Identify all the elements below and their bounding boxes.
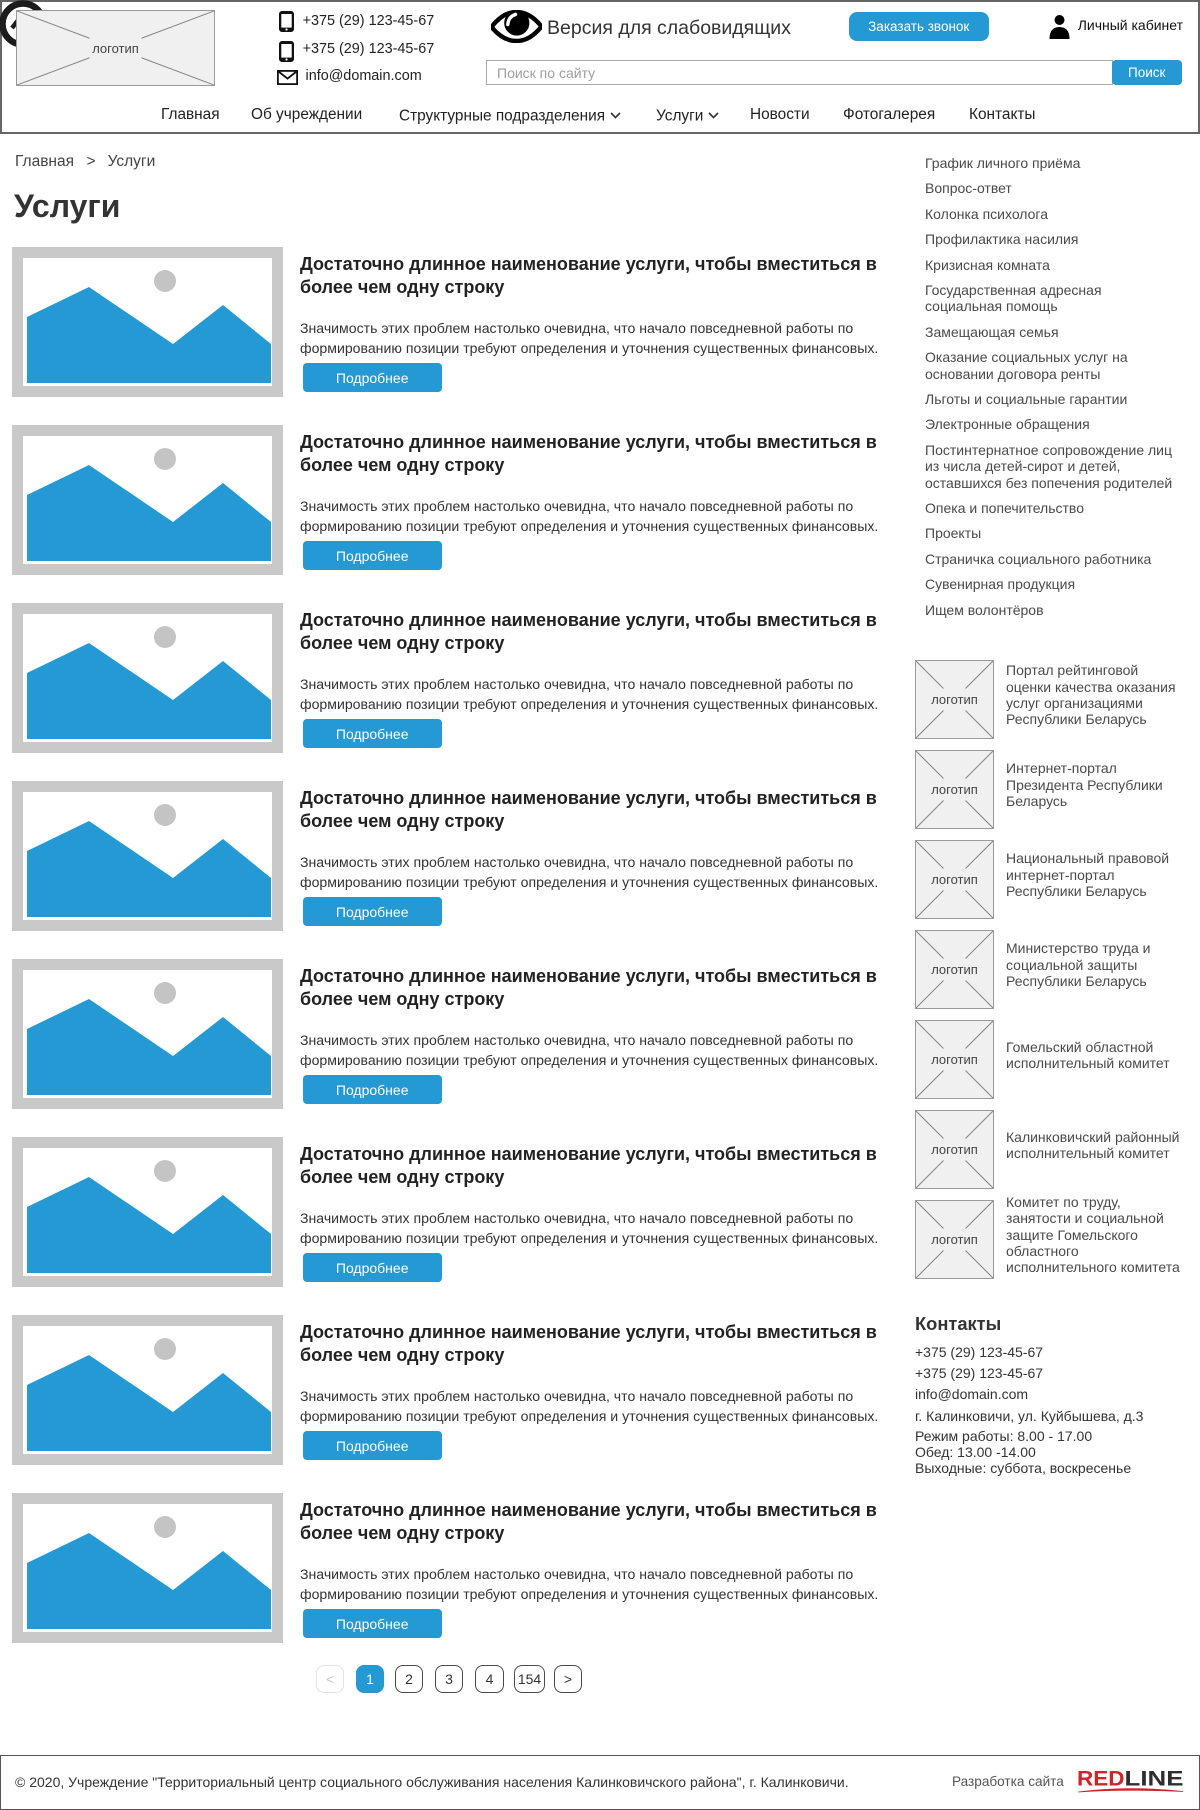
svg-text:RED: RED <box>1077 1769 1125 1790</box>
svg-text:LINE: LINE <box>1125 1769 1184 1790</box>
